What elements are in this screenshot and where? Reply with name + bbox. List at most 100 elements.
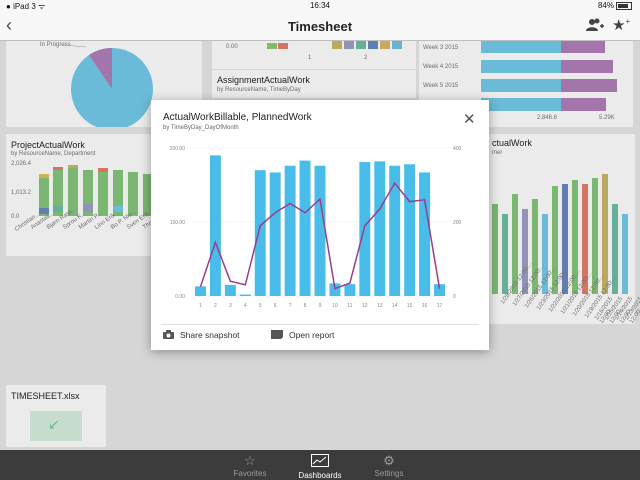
x-axis-tick: 6 — [274, 303, 277, 309]
x-axis-tick: 13 — [377, 303, 383, 309]
bar — [359, 162, 371, 296]
x-axis-tick: 17 — [437, 303, 443, 309]
tab-bar: ☆ Favorites Dashboards ⚙ Settings — [0, 450, 640, 480]
bar — [284, 165, 296, 296]
week-label: Week 5 2015 — [423, 83, 459, 89]
bar — [434, 284, 445, 296]
x-axis-tick: 1 — [199, 303, 202, 309]
bar — [314, 165, 326, 296]
chart-detail-modal: ActualWorkBillable, PlannedWork by TimeB… — [151, 100, 489, 350]
pie-chart — [63, 44, 153, 127]
tile-subtitle: mer — [492, 150, 503, 156]
x-axis-tick: 8 — [304, 303, 307, 309]
y-axis-tick-left: 0.00 — [175, 294, 185, 300]
tab-label: Favorites — [233, 469, 267, 478]
x-axis-tick: 2 — [214, 303, 217, 309]
clock: 16:34 — [309, 1, 331, 10]
line-series — [199, 181, 441, 290]
x-axis-tick: 14 — [392, 303, 398, 309]
divider — [161, 324, 479, 325]
bar — [404, 164, 416, 296]
x-axis-tick: 11 — [347, 303, 352, 309]
bar — [269, 172, 281, 296]
assignment-tile[interactable]: AssignmentActualWork by ResourceName, Ti… — [212, 70, 416, 98]
resource-stacked-bars — [492, 174, 628, 294]
x-axis-tick: 9 — [319, 303, 322, 309]
report-icon — [271, 330, 283, 339]
modal-title: ActualWorkBillable, PlannedWork — [163, 112, 312, 123]
tab-dashboards[interactable]: Dashboards — [290, 454, 350, 480]
y-tick: 2,026.4 — [11, 161, 32, 167]
resource-actual-work-tile[interactable]: ctualWork mer 1/28/2015 12:00:... 1/27/2… — [488, 134, 640, 325]
tick-label: 0.00 — [226, 44, 238, 50]
star-icon: ☆ — [244, 453, 256, 468]
tile-subtitle: by ResourceName, TimeByDay — [217, 87, 301, 93]
modal-subtitle: by TimeByDay_DayOfMonth — [163, 125, 239, 131]
carrier-status: ● iPad 3 ᯤ — [6, 2, 46, 11]
battery-icon — [616, 1, 632, 10]
page-title: Timesheet — [287, 19, 353, 34]
bar — [209, 155, 221, 296]
tick-label: 2 — [364, 55, 368, 61]
battery-status: 84% — [598, 1, 632, 10]
bar — [239, 294, 251, 296]
bar — [374, 161, 386, 296]
y-axis-tick-right: 200 — [453, 220, 462, 226]
x-axis-tick: 10 — [332, 303, 338, 309]
close-icon[interactable]: ✕ — [463, 111, 476, 128]
tick-label: 2,846.6 — [537, 115, 558, 121]
tile-subtitle: by ResourceName, Department — [11, 151, 96, 157]
tile-title: AssignmentActualWork — [217, 75, 310, 85]
bar — [344, 284, 356, 296]
gear-icon: ⚙ — [383, 453, 395, 468]
camera-icon — [163, 330, 174, 339]
y-axis-tick-right: 400 — [453, 146, 462, 152]
nav-bar: ‹ Timesheet ★+ — [0, 12, 640, 41]
bar — [195, 286, 206, 296]
pie-label: In Progress — [40, 42, 71, 48]
bar — [224, 284, 236, 296]
y-axis-tick-left: 100.00 — [170, 220, 186, 226]
add-favorite-icon[interactable]: ★+ — [612, 17, 631, 34]
tile-title: ProjectActualWork — [11, 140, 85, 150]
share-snapshot-button[interactable]: Share snapshot — [163, 330, 240, 340]
y-tick: 0.0 — [11, 214, 20, 220]
share-label: Share snapshot — [180, 330, 240, 340]
download-arrow-icon[interactable]: ↙ — [30, 411, 82, 441]
y-tick: 1,013.2 — [11, 190, 32, 196]
bar-tile-top[interactable]: 0.00 1 2 — [212, 41, 416, 69]
status-bar: ● iPad 3 ᯤ 16:34 84% — [0, 0, 640, 12]
x-axis-tick: 4 — [244, 303, 247, 309]
x-axis-tick: 3 — [229, 303, 232, 309]
x-axis-tick: 7 — [289, 303, 292, 309]
project-actual-work-tile[interactable]: ProjectActualWork by ResourceName, Depar… — [6, 134, 160, 256]
y-axis-tick-left: 200.00 — [170, 146, 186, 152]
week-label: Week 3 2015 — [423, 45, 459, 51]
tab-settings[interactable]: ⚙ Settings — [359, 453, 419, 479]
open-report-button[interactable]: Open report — [271, 330, 334, 340]
stacked-bars — [39, 165, 153, 216]
x-axis-tick: 5 — [259, 303, 262, 309]
tile-title: TIMESHEET.xlsx — [11, 391, 80, 401]
weeks-bars — [481, 41, 617, 111]
tile-title: ctualWork — [492, 138, 532, 148]
bar — [419, 172, 431, 296]
week-label: Week 4 2015 — [423, 64, 459, 70]
bar — [389, 165, 401, 296]
tick-label: 1 — [308, 55, 312, 61]
tab-favorites[interactable]: ☆ Favorites — [220, 453, 280, 479]
tab-label: Settings — [374, 469, 404, 478]
bar — [254, 170, 266, 296]
mini-bars — [267, 41, 402, 49]
x-axis-tick: 12 — [362, 303, 368, 309]
tick-label: 5.29K — [599, 115, 615, 121]
tab-label: Dashboards — [298, 471, 342, 480]
add-user-icon[interactable] — [585, 17, 605, 38]
y-axis-tick-right: 0 — [453, 294, 456, 300]
back-chevron-icon[interactable]: ‹ — [6, 15, 12, 35]
x-axis-tick: 16 — [422, 303, 428, 309]
dashboards-icon — [290, 454, 350, 470]
timesheet-file-tile[interactable]: TIMESHEET.xlsx ↙ — [6, 385, 106, 447]
x-axis-tick: 15 — [407, 303, 413, 309]
